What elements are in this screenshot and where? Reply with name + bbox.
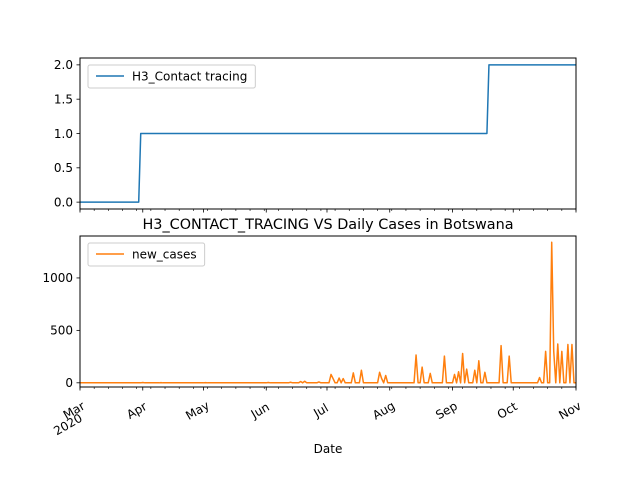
y-tick-label: 0.0 xyxy=(54,195,73,209)
bottom-panel-frame xyxy=(79,235,577,388)
y-tick-label: 0 xyxy=(65,376,73,390)
top-panel-legend: H3_Contact tracing xyxy=(87,64,256,89)
x-tick-label: Jul xyxy=(310,401,330,421)
bottom-panel-lines xyxy=(80,241,576,384)
x-axis-label: Date xyxy=(314,442,343,456)
bottom-panel-y-ticks: 0 500 1000 xyxy=(42,271,80,390)
top-legend-box xyxy=(87,64,256,89)
bottom-legend-box xyxy=(87,242,206,267)
top-panel-lines xyxy=(80,64,576,203)
y-tick-label: 2.0 xyxy=(54,58,73,72)
y-tick-label: 0.5 xyxy=(54,161,73,175)
chart-title: H3_CONTACT_TRACING VS Daily Cases in Bot… xyxy=(142,217,513,233)
series-line-new-cases xyxy=(80,241,576,384)
top-legend-label: H3_Contact tracing xyxy=(132,70,247,84)
bottom-legend-label: new_cases xyxy=(132,248,197,262)
y-tick-label: 1000 xyxy=(42,271,73,285)
y-tick-label: 1.0 xyxy=(54,127,73,141)
bottom-panel-legend: new_cases xyxy=(87,242,206,267)
top-panel: 0.0 0.5 1.0 1.5 2.0 H3_Contact tracing xyxy=(54,57,577,213)
top-panel-frame xyxy=(79,57,577,210)
series-line-h3-contact-tracing xyxy=(80,64,576,203)
top-panel-y-ticks: 0.0 0.5 1.0 1.5 2.0 xyxy=(54,58,80,209)
y-tick-label: 500 xyxy=(50,324,73,338)
y-tick-label: 1.5 xyxy=(54,92,73,106)
